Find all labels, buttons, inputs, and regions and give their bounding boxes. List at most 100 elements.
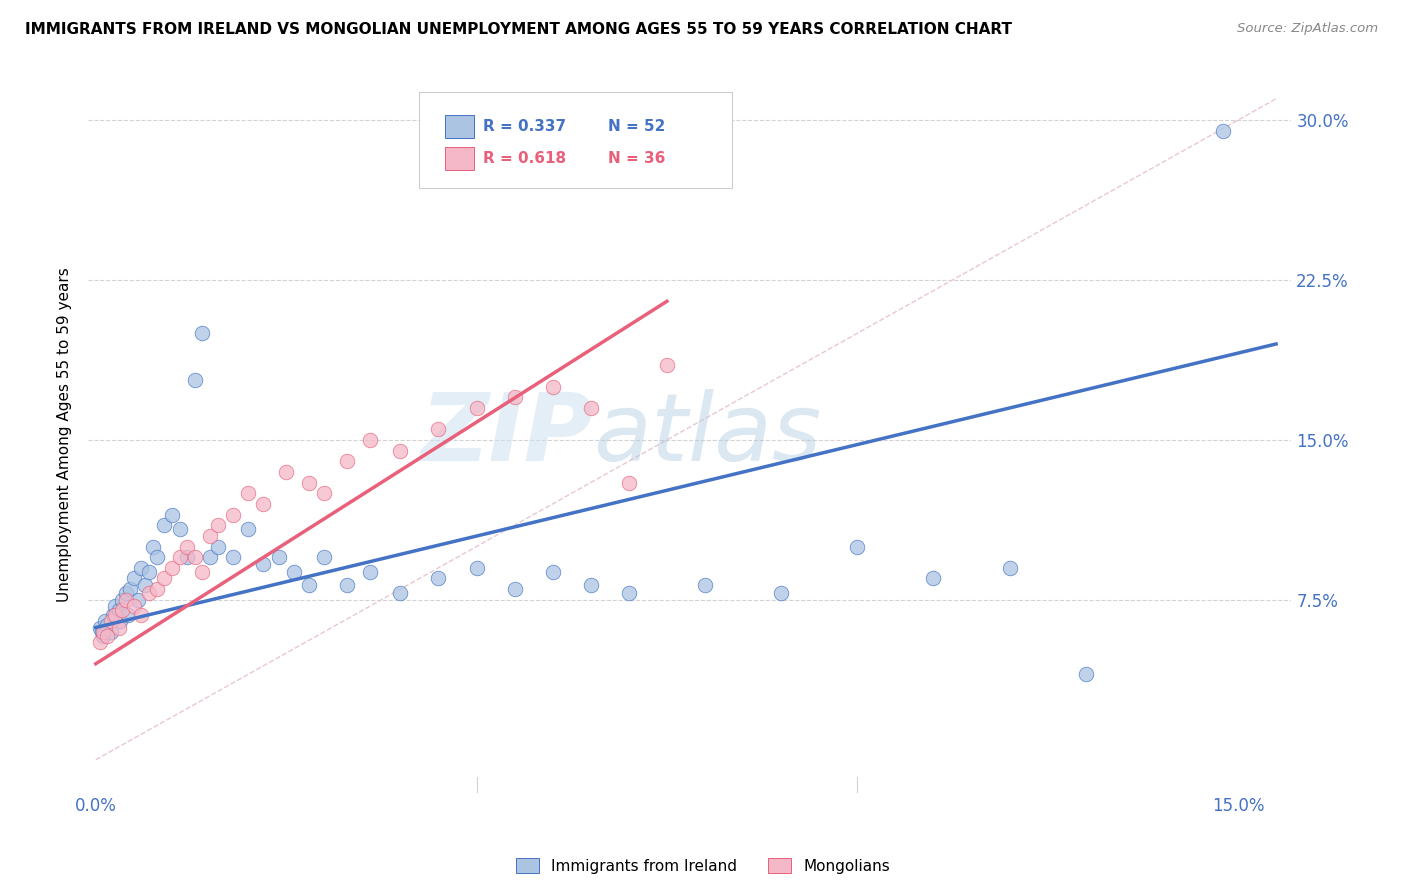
Point [169, 550, 191, 565]
Point [131, 607, 153, 622]
Point [207, 518, 229, 533]
Point [89, 635, 111, 649]
Point [236, 523, 259, 537]
Point [336, 454, 359, 468]
Point [184, 373, 207, 387]
Point [1212, 124, 1234, 138]
Point [108, 614, 131, 628]
Point [107, 621, 129, 635]
Point [541, 379, 564, 393]
Point [922, 572, 945, 586]
Point [252, 557, 274, 571]
Point [93, 629, 115, 643]
Point [145, 550, 167, 565]
Point [115, 592, 138, 607]
Point [107, 603, 129, 617]
Text: Source: ZipAtlas.com: Source: ZipAtlas.com [1237, 22, 1378, 36]
Point [207, 540, 229, 554]
Point [191, 565, 214, 579]
Point [138, 565, 160, 579]
FancyBboxPatch shape [446, 146, 474, 169]
Point [176, 540, 198, 554]
Point [617, 586, 640, 600]
Text: R = 0.337: R = 0.337 [482, 120, 567, 134]
Point [336, 578, 359, 592]
Point [153, 572, 176, 586]
Point [465, 561, 488, 575]
Point [94, 614, 117, 628]
Point [134, 578, 156, 592]
Point [617, 475, 640, 490]
Point [389, 443, 412, 458]
Point [100, 624, 122, 639]
Point [111, 603, 134, 617]
Point [267, 550, 290, 565]
Point [503, 582, 526, 596]
Point [222, 550, 245, 565]
FancyBboxPatch shape [419, 92, 733, 188]
Point [118, 582, 141, 596]
Text: N = 52: N = 52 [607, 120, 665, 134]
Point [998, 561, 1021, 575]
Y-axis label: Unemployment Among Ages 55 to 59 years: Unemployment Among Ages 55 to 59 years [58, 268, 72, 602]
Point [127, 592, 149, 607]
Point [236, 486, 259, 500]
Point [222, 508, 245, 522]
Point [252, 497, 274, 511]
Point [115, 586, 138, 600]
Point [579, 401, 602, 415]
Point [160, 508, 183, 522]
Point [276, 465, 298, 479]
Point [153, 518, 176, 533]
Point [104, 599, 127, 614]
Point [579, 578, 602, 592]
Point [89, 621, 111, 635]
Point [122, 572, 145, 586]
Point [111, 592, 134, 607]
Point [389, 586, 412, 600]
Point [104, 607, 127, 622]
Point [184, 550, 207, 565]
Point [138, 586, 160, 600]
Point [142, 540, 165, 554]
Point [427, 422, 450, 436]
Point [96, 618, 118, 632]
Point [655, 359, 678, 373]
Point [427, 572, 450, 586]
Point [131, 561, 153, 575]
Point [169, 523, 191, 537]
FancyBboxPatch shape [446, 115, 474, 138]
Point [117, 607, 139, 622]
Point [101, 607, 124, 622]
Point [465, 401, 488, 415]
Point [283, 565, 305, 579]
Text: R = 0.618: R = 0.618 [482, 151, 567, 166]
Point [176, 550, 198, 565]
Point [198, 529, 221, 543]
Point [846, 540, 869, 554]
Point [314, 486, 336, 500]
Point [503, 390, 526, 404]
Point [359, 565, 381, 579]
Point [314, 550, 336, 565]
Text: IMMIGRANTS FROM IRELAND VS MONGOLIAN UNEMPLOYMENT AMONG AGES 55 TO 59 YEARS CORR: IMMIGRANTS FROM IRELAND VS MONGOLIAN UNE… [25, 22, 1012, 37]
Point [770, 586, 793, 600]
Point [693, 578, 716, 592]
Point [122, 599, 145, 614]
Point [96, 629, 118, 643]
Point [359, 433, 381, 447]
Legend: Immigrants from Ireland, Mongolians: Immigrants from Ireland, Mongolians [510, 852, 896, 880]
Point [198, 550, 221, 565]
Point [298, 475, 321, 490]
Text: N = 36: N = 36 [607, 151, 665, 166]
Point [90, 624, 112, 639]
Point [541, 565, 564, 579]
Point [93, 624, 115, 639]
Point [298, 578, 321, 592]
Text: ZIP: ZIP [420, 389, 593, 481]
Point [100, 614, 122, 628]
Point [191, 326, 214, 341]
Text: atlas: atlas [593, 389, 821, 480]
Point [145, 582, 167, 596]
Point [160, 561, 183, 575]
